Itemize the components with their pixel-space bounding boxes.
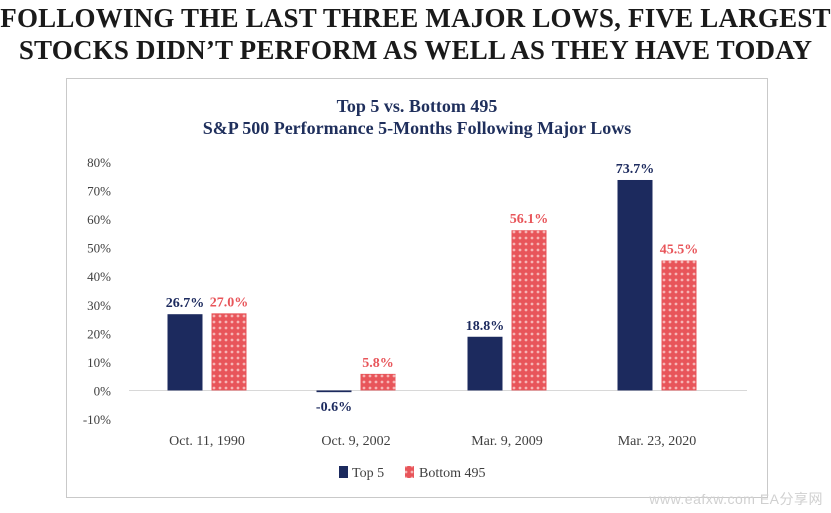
watermark: www.eafxw.com EA分享网: [649, 491, 823, 507]
bar-chart: 80% 70% 60% 50% 40% 30% 20% 10% 0% -10% 26.7% -0.6%…: [83, 155, 747, 481]
headline-line-1: FOLLOWING THE LAST THREE MAJOR LOWS, FIV…: [0, 3, 831, 33]
y-tick-label: 50%: [87, 241, 111, 256]
chart-subtitle: S&P 500 Performance 5-Months Following M…: [202, 118, 632, 138]
x-category-label: Mar. 9, 2009: [471, 434, 543, 449]
y-tick-label: 40%: [87, 269, 111, 284]
data-label-bottom495: 5.8%: [362, 356, 394, 371]
x-category-label: Oct. 9, 2002: [321, 434, 390, 449]
data-label-bottom495: 45.5%: [660, 243, 699, 258]
legend-swatch-bottom495: [405, 466, 414, 478]
bar-top5: [167, 314, 203, 391]
data-label-top5: 73.7%: [616, 162, 655, 177]
y-tick-label: 20%: [87, 326, 111, 341]
y-tick-label: 10%: [87, 355, 111, 370]
data-label-top5: -0.6%: [316, 400, 352, 415]
x-category-label: Oct. 11, 1990: [169, 434, 245, 449]
bar-top5: [617, 179, 653, 391]
y-tick-label: 30%: [87, 298, 111, 313]
bar-bottom495: [661, 260, 697, 391]
data-label-bottom495: 56.1%: [510, 212, 549, 227]
data-label-top5: 26.7%: [166, 296, 205, 311]
chart-title-block: Top 5 vs. Bottom 495 S&P 500 Performance…: [67, 95, 767, 139]
y-tick-label: -10%: [83, 412, 111, 427]
data-label-bottom495: 27.0%: [210, 295, 249, 310]
chart-title: Top 5 vs. Bottom 495: [336, 96, 498, 116]
chart-panel: Top 5 vs. Bottom 495 S&P 500 Performance…: [66, 78, 768, 498]
legend-label-top5: Top 5: [352, 466, 384, 481]
y-tick-label: 60%: [87, 212, 111, 227]
headline-line-2: STOCKS DIDN’T PERFORM AS WELL AS THEY HA…: [18, 35, 813, 65]
bar-top5: [316, 390, 352, 393]
x-category-label: Mar. 23, 2020: [618, 434, 697, 449]
bar-bottom495: [211, 313, 247, 391]
bar-bottom495: [511, 230, 547, 391]
bar-bottom495: [360, 373, 396, 391]
headline: FOLLOWING THE LAST THREE MAJOR LOWS, FIV…: [0, 2, 831, 66]
legend-swatch-top5: [339, 466, 348, 478]
legend-label-bottom495: Bottom 495: [419, 466, 486, 481]
y-tick-label: 0%: [94, 383, 112, 398]
data-label-top5: 18.8%: [466, 319, 505, 334]
y-tick-label: 70%: [87, 184, 111, 199]
bar-top5: [467, 336, 503, 391]
y-tick-label: 80%: [87, 155, 111, 170]
